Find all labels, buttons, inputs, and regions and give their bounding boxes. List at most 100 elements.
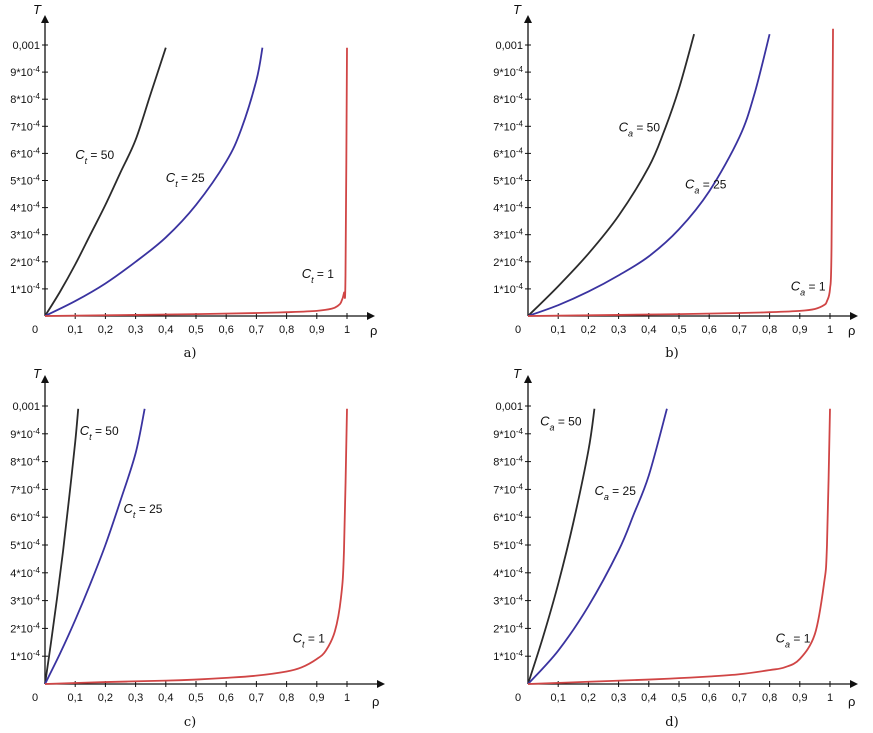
series-line-C25: [527, 33, 771, 317]
x-tick-label: 1: [827, 324, 833, 336]
y-tick-label: 5*10-4: [493, 538, 523, 553]
x-tick-label: 1: [344, 324, 350, 336]
x-tick-label: 0,2: [98, 692, 113, 704]
chart-panel-c: 0 0,1 0,2 0,3 0,4 0,5 0,6 0,7 0,8 0,9 1 1*10-4 2*10-…: [10, 366, 385, 730]
y-tick-label: 1*10-4: [493, 281, 523, 296]
series-line-C1: [44, 47, 348, 317]
y-tick-label: 7*10-4: [493, 119, 523, 134]
x-tick-label: 0,3: [611, 324, 626, 336]
y-tick-label: 8*10-4: [493, 454, 523, 469]
series-line-C25: [527, 408, 668, 685]
x-tick-label: 0,7: [732, 692, 747, 704]
y-tick-label: 6*10-4: [10, 146, 40, 161]
y-tick-label: 3*10-4: [493, 593, 523, 608]
y-tick-label: 3*10-4: [493, 227, 523, 242]
y-tick-label: 5*10-4: [10, 538, 40, 553]
y-axis-title: T: [33, 366, 42, 381]
x-tick-label: 0,1: [68, 692, 83, 704]
y-tick-label: 2*10-4: [10, 254, 40, 269]
series-line-C25: [44, 47, 264, 317]
series-line-C25: [44, 408, 146, 685]
y-tick-label: 1*10-4: [10, 649, 40, 664]
chart-panel-b: 0 0,1 0,2 0,3 0,4 0,5 0,6 0,7 0,8 0,9 1 1*10-4 2*10-…: [493, 2, 858, 361]
x-tick-label: 0,4: [641, 692, 656, 704]
y-tick-label: 6*10-4: [493, 510, 523, 525]
y-tick-label: 8*10-4: [10, 454, 40, 469]
series-line-C1: [44, 408, 348, 685]
series-label-C1: Ct = 1: [302, 266, 335, 285]
x-axis-title: ρ: [370, 323, 377, 338]
series-label-C50: Ct = 50: [75, 147, 114, 166]
y-tick-label: 1*10-4: [493, 649, 523, 664]
x-tick-label: 0,1: [68, 324, 83, 336]
y-tick-label: 9*10-4: [10, 426, 40, 441]
x-axis-arrow: [850, 680, 858, 688]
y-tick-label: 7*10-4: [10, 482, 40, 497]
x-tick-label: 0,5: [671, 324, 686, 336]
y-tick-label: 0,001: [495, 401, 523, 413]
x-tick-label: 0,4: [158, 324, 173, 336]
y-tick-label: 3*10-4: [10, 593, 40, 608]
y-tick-label: 4*10-4: [10, 565, 40, 580]
x-tick-label: 0,9: [792, 324, 807, 336]
series-label-C25: Ct = 25: [166, 170, 205, 189]
y-tick-label: 6*10-4: [493, 146, 523, 161]
y-tick-label: 1*10-4: [10, 281, 40, 296]
y-axis-title: T: [33, 2, 42, 17]
x-tick-label: 0,3: [128, 692, 143, 704]
y-tick-label: 5*10-4: [493, 173, 523, 188]
y-tick-label: 2*10-4: [493, 254, 523, 269]
x-tick-label: 0,6: [702, 692, 717, 704]
x-tick-label: 0: [32, 324, 38, 336]
y-tick-label: 9*10-4: [493, 426, 523, 441]
x-tick-label: 0,9: [309, 692, 324, 704]
y-tick-label: 0,001: [12, 40, 40, 52]
y-axis-arrow: [524, 375, 532, 383]
y-axis-title: T: [513, 2, 522, 17]
x-tick-label: 0,7: [249, 324, 264, 336]
x-tick-label: 0,6: [702, 324, 717, 336]
y-tick-label: 8*10-4: [493, 92, 523, 107]
series-label-C25: Ca = 25: [594, 483, 636, 502]
panel-label: b): [665, 346, 678, 361]
x-tick-label: 0,7: [732, 324, 747, 336]
series-label-C1: Ca = 1: [791, 278, 826, 297]
x-tick-label: 0: [32, 692, 38, 704]
x-tick-label: 0,8: [762, 324, 777, 336]
series-label-C1: Ca = 1: [776, 630, 811, 649]
x-tick-label: 0,4: [158, 692, 173, 704]
series-line-C50: [44, 47, 167, 317]
series-label-C50: Ca = 50: [619, 120, 661, 139]
y-axis-arrow: [41, 375, 49, 383]
y-tick-label: 7*10-4: [10, 119, 40, 134]
x-tick-label: 1: [827, 692, 833, 704]
series-label-C1: Ct = 1: [293, 630, 326, 649]
y-tick-label: 7*10-4: [493, 482, 523, 497]
x-tick-label: 0,8: [762, 692, 777, 704]
x-tick-label: 0,2: [581, 324, 596, 336]
x-axis-arrow: [850, 312, 858, 320]
x-tick-label: 0,4: [641, 324, 656, 336]
y-tick-label: 8*10-4: [10, 92, 40, 107]
x-tick-label: 0,5: [188, 692, 203, 704]
y-tick-label: 4*10-4: [493, 565, 523, 580]
y-tick-label: 3*10-4: [10, 227, 40, 242]
series-label-C25: Ct = 25: [124, 501, 163, 520]
y-axis-title: T: [513, 366, 522, 381]
y-tick-label: 4*10-4: [10, 200, 40, 215]
x-tick-label: 0,6: [219, 324, 234, 336]
series-line-C1: [527, 408, 831, 685]
x-tick-label: 1: [344, 692, 350, 704]
x-axis-arrow: [377, 680, 385, 688]
y-tick-label: 2*10-4: [10, 621, 40, 636]
x-tick-label: 0,7: [249, 692, 264, 704]
y-tick-label: 0,001: [495, 40, 523, 52]
x-tick-label: 0: [515, 692, 521, 704]
x-tick-label: 0,2: [581, 692, 596, 704]
series-line-C1: [527, 28, 834, 317]
series-line-C50: [527, 33, 695, 317]
series-label-C25: Ca = 25: [685, 177, 727, 196]
panel-label: d): [665, 715, 678, 730]
chart-panel-d: 0 0,1 0,2 0,3 0,4 0,5 0,6 0,7 0,8 0,9 1 1*10-4 2*10-…: [493, 366, 858, 730]
series-line-C50: [44, 408, 80, 685]
